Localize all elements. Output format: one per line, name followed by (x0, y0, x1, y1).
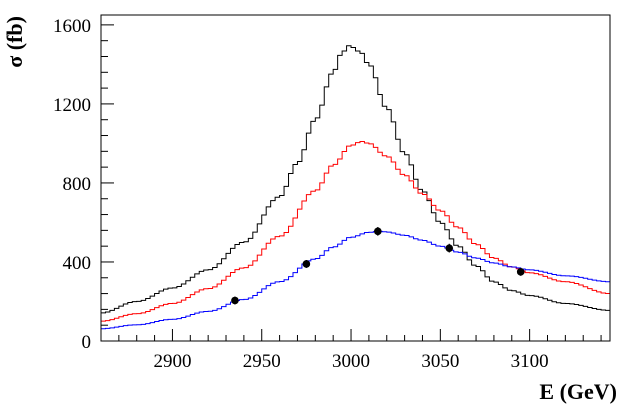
x-tick-label: 3000 (332, 351, 370, 372)
data-point (231, 296, 239, 305)
data-points-layer (231, 226, 525, 305)
y-axis-ticks: 0 400 800 1200 1600 (53, 16, 114, 353)
x-tick-label: 3050 (421, 351, 459, 372)
series-line-3 (101, 230, 610, 330)
x-axis-title: E (GeV) (539, 379, 617, 404)
x-tick-label: 2950 (243, 351, 281, 372)
y-tick-label: 0 (82, 332, 92, 353)
y-axis-title: σ (fb) (2, 16, 27, 68)
series-line-2 (101, 140, 610, 322)
data-point (516, 268, 525, 276)
curve-layer (101, 45, 610, 330)
x-axis-ticks: 2900 2950 3000 3050 3100 (100, 329, 602, 372)
y-tick-label: 800 (63, 174, 92, 195)
x-tick-label: 3100 (511, 351, 549, 372)
y-tick-label: 400 (63, 253, 92, 274)
data-point (302, 260, 311, 268)
data-point (374, 227, 382, 236)
data-point (445, 244, 454, 252)
x-tick-label: 2900 (153, 351, 191, 372)
y-tick-label: 1600 (53, 16, 91, 37)
plot-frame (100, 14, 611, 342)
series-line-1 (101, 45, 610, 314)
y-tick-label: 1200 (53, 95, 91, 116)
